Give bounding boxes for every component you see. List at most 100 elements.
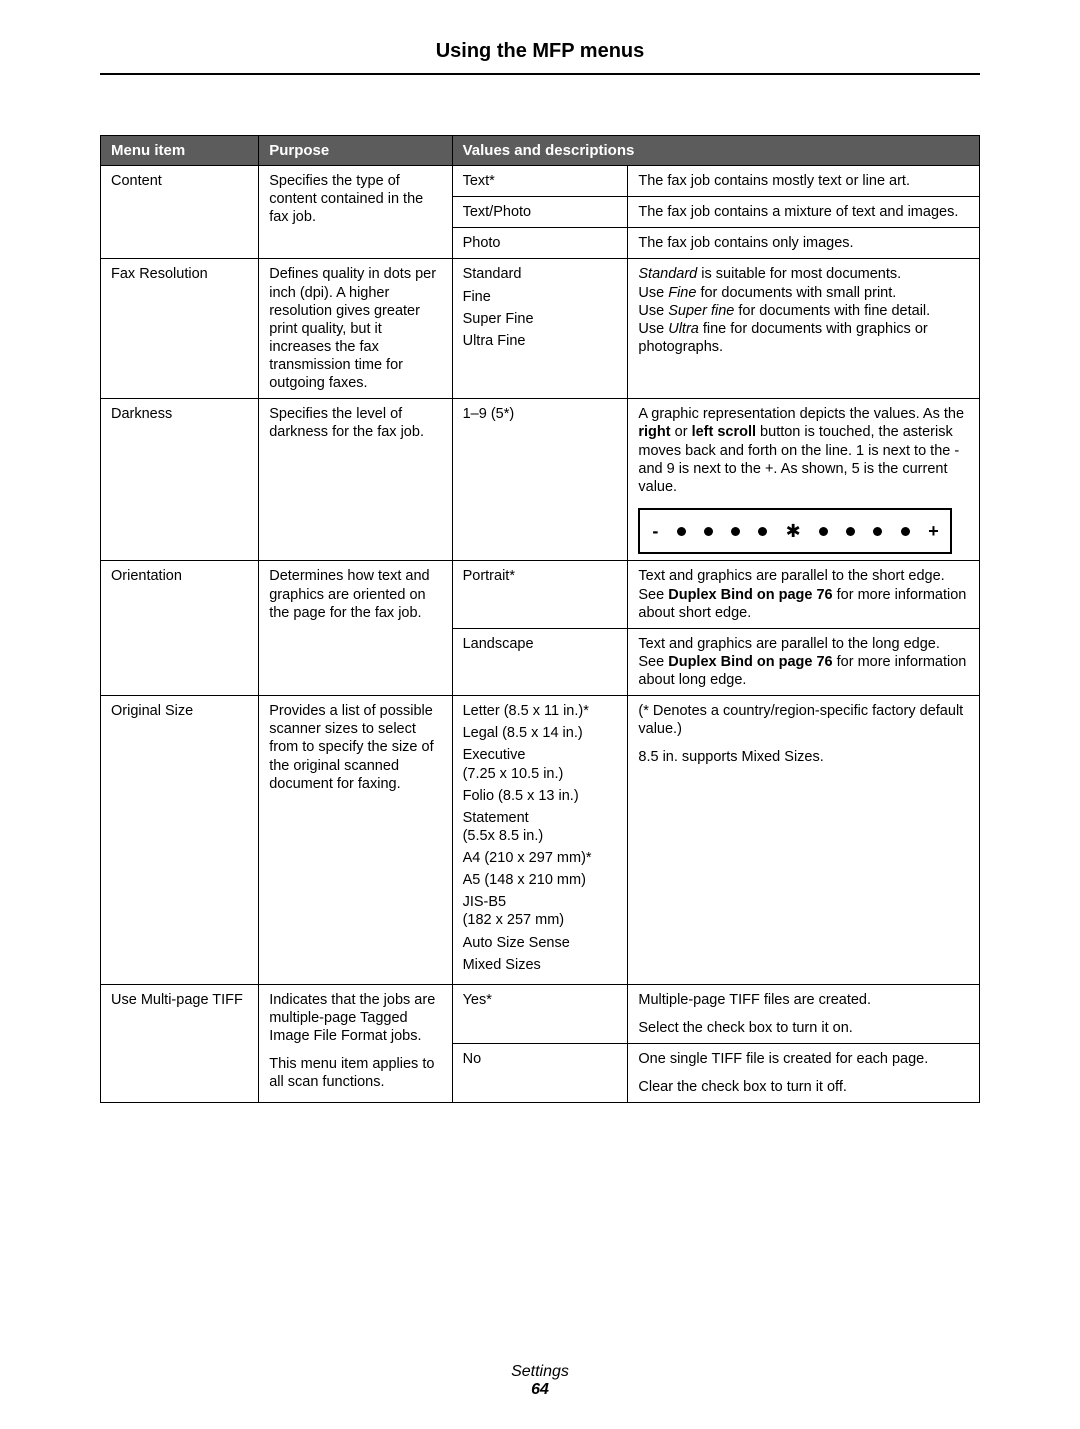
origsize-jisb5-b: (182 x 257 mm) [463, 911, 618, 929]
cell-content-value-photo: Photo [452, 228, 628, 259]
origsize-stmt-a: Statement [463, 809, 618, 827]
cell-tiff-value-no: No [452, 1044, 628, 1103]
cell-content-desc-text: The fax job contains mostly text or line… [628, 166, 980, 197]
faxres-desc-ultra-i: Ultra [668, 321, 699, 337]
faxres-value-standard: Standard [463, 265, 618, 283]
row-content-text: Content Specifies the type of content co… [101, 166, 980, 197]
row-original-size: Original Size Provides a list of possibl… [101, 696, 980, 985]
tiff-no-d1: One single TIFF file is created for each… [638, 1050, 969, 1068]
page-footer: Settings 64 [100, 1363, 980, 1399]
orientation-landscape-b: Duplex Bind on page 76 [668, 654, 832, 670]
cell-tiff-desc-yes: Multiple-page TIFF files are created. Se… [628, 984, 980, 1043]
darkness-dot [758, 527, 767, 536]
darkness-dot [819, 527, 828, 536]
tiff-yes-d1: Multiple-page TIFF files are created. [638, 991, 969, 1009]
cell-content-value-textphoto: Text/Photo [452, 197, 628, 228]
darkness-dot [901, 527, 910, 536]
origsize-letter: Letter (8.5 x 11 in.)* [463, 702, 618, 720]
origsize-a4: A4 (210 x 297 mm)* [463, 849, 618, 867]
origsize-folio: Folio (8.5 x 13 in.) [463, 787, 618, 805]
origsize-jisb5-a: JIS-B5 [463, 893, 618, 911]
row-orientation-portrait: Orientation Determines how text and grap… [101, 561, 980, 628]
cell-tiff-purpose: Indicates that the jobs are multiple-pag… [259, 984, 452, 1103]
row-tiff-yes: Use Multi-page TIFF Indicates that the j… [101, 984, 980, 1043]
darkness-dot [731, 527, 740, 536]
darkness-dot [873, 527, 882, 536]
cell-content-desc-photo: The fax job contains only images. [628, 228, 980, 259]
tiff-no-d2: Clear the check box to turn it off. [638, 1078, 969, 1096]
cell-orientation-purpose: Determines how text and graphics are ori… [259, 561, 452, 696]
cell-orientation-desc-portrait: Text and graphics are parallel to the sh… [628, 561, 980, 628]
darkness-minus: - [652, 520, 658, 543]
cell-origsize-values: Letter (8.5 x 11 in.)* Legal (8.5 x 14 i… [452, 696, 628, 985]
tiff-purpose-2: This menu item applies to all scan funct… [269, 1055, 441, 1091]
orientation-portrait-b: Duplex Bind on page 76 [668, 587, 832, 603]
header-menu-item: Menu item [101, 136, 259, 166]
footer-settings: Settings [100, 1363, 980, 1381]
tiff-purpose-1: Indicates that the jobs are multiple-pag… [269, 991, 441, 1045]
header-purpose: Purpose [259, 136, 452, 166]
darkness-dot [704, 527, 713, 536]
faxres-value-ultrafine: Ultra Fine [463, 332, 618, 350]
title-rule [100, 73, 980, 75]
tiff-yes-d2: Select the check box to turn it on. [638, 1019, 969, 1037]
cell-tiff-desc-no: One single TIFF file is created for each… [628, 1044, 980, 1103]
cell-orientation-value-landscape: Landscape [452, 628, 628, 695]
cell-faxres-desc: Standard is suitable for most documents.… [628, 259, 980, 399]
darkness-star-icon: ✱ [786, 522, 801, 540]
darkness-dot [677, 527, 686, 536]
cell-tiff-name: Use Multi-page TIFF [101, 984, 259, 1103]
cell-darkness-purpose: Specifies the level of darkness for the … [259, 399, 452, 561]
row-fax-resolution: Fax Resolution Defines quality in dots p… [101, 259, 980, 399]
cell-faxres-purpose: Defines quality in dots per inch (dpi). … [259, 259, 452, 399]
faxres-desc-fine-a: Use [638, 285, 668, 301]
cell-faxres-name: Fax Resolution [101, 259, 259, 399]
cell-content-name: Content [101, 166, 259, 259]
origsize-desc-1: (* Denotes a country/region-specific fac… [638, 702, 969, 738]
faxres-desc-ultra-a: Use [638, 321, 668, 337]
cell-content-value-text: Text* [452, 166, 628, 197]
darkness-desc-b1: right [638, 424, 670, 440]
origsize-exec-a: Executive [463, 746, 618, 764]
origsize-stmt-b: (5.5x 8.5 in.) [463, 827, 618, 845]
page-title: Using the MFP menus [100, 40, 980, 73]
cell-content-purpose: Specifies the type of content contained … [259, 166, 452, 259]
cell-orientation-value-portrait: Portrait* [452, 561, 628, 628]
faxres-desc-standard-t: is suitable for most documents. [697, 266, 901, 282]
faxres-desc-fine-c: for documents with small print. [696, 285, 896, 301]
cell-darkness-value: 1–9 (5*) [452, 399, 628, 561]
faxres-desc-super-c: for documents with fine detail. [734, 303, 930, 319]
cell-content-desc-textphoto: The fax job contains a mixture of text a… [628, 197, 980, 228]
row-darkness: Darkness Specifies the level of darkness… [101, 399, 980, 561]
darkness-desc-b2: left scroll [692, 424, 756, 440]
cell-tiff-value-yes: Yes* [452, 984, 628, 1043]
table-header-row: Menu item Purpose Values and description… [101, 136, 980, 166]
darkness-desc-p1: A graphic representation depicts the val… [638, 406, 964, 422]
origsize-autosense: Auto Size Sense [463, 934, 618, 952]
faxres-value-superfine: Super Fine [463, 310, 618, 328]
faxres-desc-super-a: Use [638, 303, 668, 319]
darkness-dot [846, 527, 855, 536]
origsize-mixed: Mixed Sizes [463, 956, 618, 974]
faxres-desc-fine-i: Fine [668, 285, 696, 301]
cell-origsize-purpose: Provides a list of possible scanner size… [259, 696, 452, 985]
origsize-legal: Legal (8.5 x 14 in.) [463, 724, 618, 742]
origsize-desc-2: 8.5 in. supports Mixed Sizes. [638, 748, 969, 766]
cell-darkness-name: Darkness [101, 399, 259, 561]
darkness-graphic: - ✱ + [638, 508, 952, 555]
cell-orientation-name: Orientation [101, 561, 259, 696]
cell-orientation-desc-landscape: Text and graphics are parallel to the lo… [628, 628, 980, 695]
darkness-plus: + [928, 520, 939, 543]
menu-table: Menu item Purpose Values and description… [100, 135, 980, 1103]
darkness-desc-p2: or [671, 424, 692, 440]
faxres-value-fine: Fine [463, 288, 618, 306]
cell-origsize-name: Original Size [101, 696, 259, 985]
cell-darkness-desc: A graphic representation depicts the val… [628, 399, 980, 561]
header-values-desc: Values and descriptions [452, 136, 979, 166]
origsize-exec-b: (7.25 x 10.5 in.) [463, 765, 618, 783]
cell-faxres-values: Standard Fine Super Fine Ultra Fine [452, 259, 628, 399]
faxres-desc-standard-i: Standard [638, 266, 697, 282]
cell-origsize-desc: (* Denotes a country/region-specific fac… [628, 696, 980, 985]
origsize-a5: A5 (148 x 210 mm) [463, 871, 618, 889]
faxres-desc-super-i: Super fine [668, 303, 734, 319]
